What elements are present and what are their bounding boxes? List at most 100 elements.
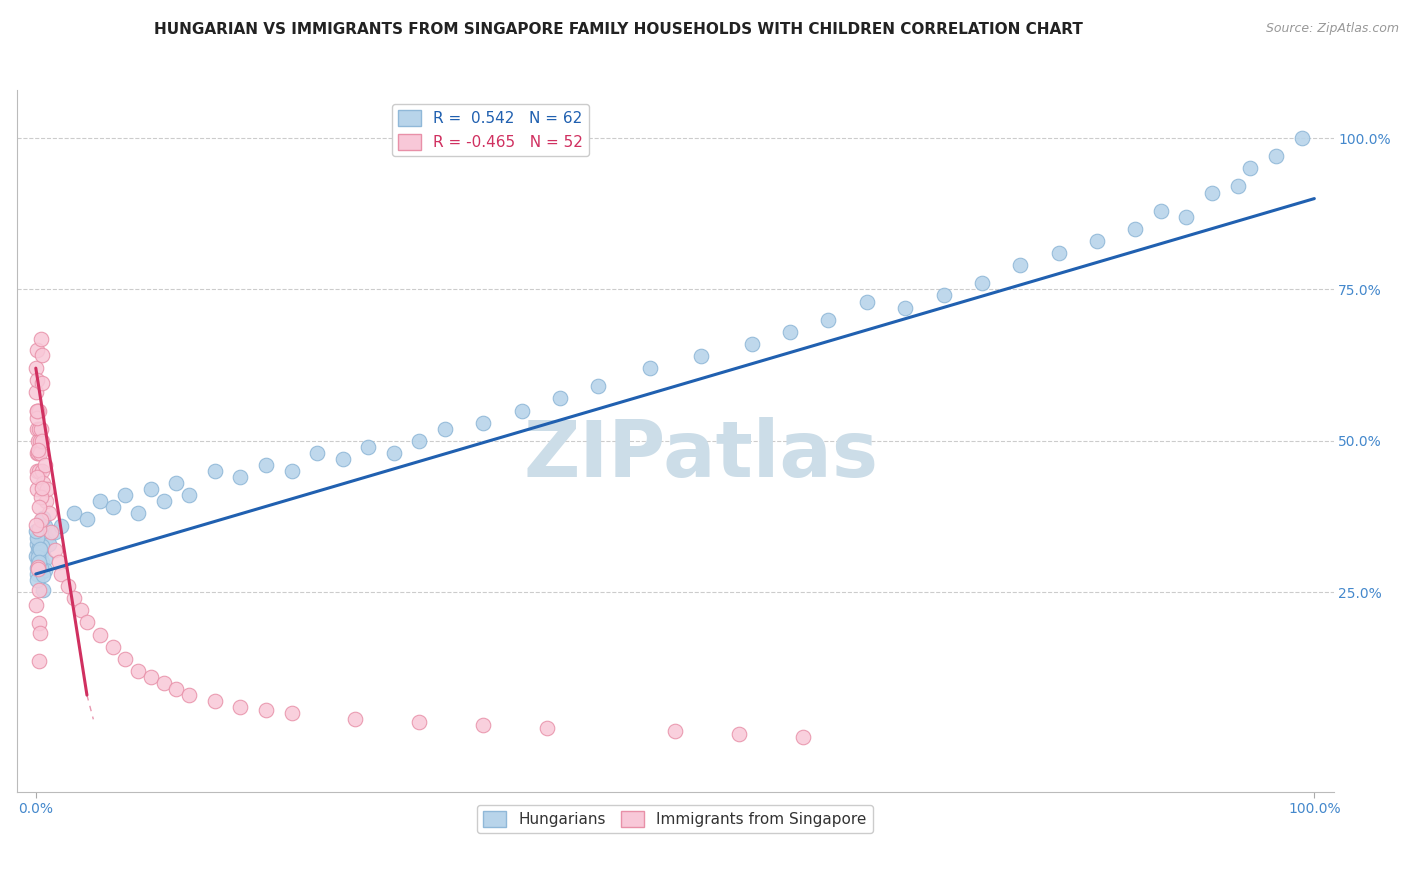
- Point: [27, 531, 49, 545]
- Point: [689, 349, 711, 363]
- Point: [30, 524, 52, 539]
- Point: [536, 722, 558, 736]
- Point: [307, 446, 329, 460]
- Point: [254, 458, 277, 472]
- Point: [32, 476, 55, 491]
- Point: [28, 541, 51, 556]
- Point: [27, 555, 49, 569]
- Point: [30, 491, 52, 505]
- Point: [51, 566, 73, 581]
- Point: [63, 507, 86, 521]
- Point: [32, 542, 55, 557]
- Point: [28, 615, 51, 630]
- Point: [30, 513, 52, 527]
- Point: [970, 277, 993, 291]
- Point: [741, 337, 763, 351]
- Point: [27, 542, 49, 557]
- Point: [31, 464, 53, 478]
- Point: [408, 715, 430, 730]
- Point: [25, 549, 48, 563]
- Point: [34, 458, 56, 472]
- Point: [31, 511, 53, 525]
- Point: [28, 555, 51, 569]
- Text: HUNGARIAN VS IMMIGRANTS FROM SINGAPORE FAMILY HOUSEHOLDS WITH CHILDREN CORRELATI: HUNGARIAN VS IMMIGRANTS FROM SINGAPORE F…: [155, 22, 1083, 37]
- Point: [152, 494, 174, 508]
- Point: [728, 727, 751, 741]
- Point: [34, 518, 56, 533]
- Point: [1010, 258, 1032, 272]
- Point: [76, 512, 98, 526]
- Point: [1175, 210, 1198, 224]
- Point: [254, 703, 277, 717]
- Point: [30, 565, 52, 579]
- Point: [28, 464, 51, 478]
- Point: [30, 549, 52, 563]
- Point: [25, 524, 48, 538]
- Point: [63, 591, 86, 606]
- Point: [25, 537, 48, 551]
- Point: [165, 681, 187, 696]
- Point: [28, 500, 51, 515]
- Point: [30, 542, 52, 557]
- Point: [101, 640, 124, 654]
- Point: [332, 452, 354, 467]
- Point: [25, 518, 48, 533]
- Point: [204, 464, 226, 478]
- Legend: Hungarians, Immigrants from Singapore: Hungarians, Immigrants from Singapore: [477, 805, 873, 833]
- Point: [25, 598, 48, 612]
- Point: [510, 403, 533, 417]
- Point: [1201, 186, 1223, 200]
- Point: [44, 524, 66, 539]
- Point: [34, 552, 56, 566]
- Point: [28, 434, 51, 448]
- Point: [433, 422, 456, 436]
- Point: [25, 561, 48, 575]
- Point: [35, 531, 58, 545]
- Point: [229, 470, 252, 484]
- Point: [28, 403, 51, 417]
- Point: [638, 361, 661, 376]
- Point: [894, 301, 917, 315]
- Point: [30, 422, 52, 436]
- Point: [792, 731, 814, 745]
- Point: [48, 555, 70, 569]
- Point: [1265, 149, 1288, 163]
- Point: [76, 615, 98, 630]
- Point: [280, 706, 302, 721]
- Point: [1085, 234, 1108, 248]
- Point: [27, 482, 49, 496]
- Point: [1047, 246, 1070, 260]
- Point: [27, 566, 49, 581]
- Point: [664, 724, 686, 739]
- Point: [27, 373, 49, 387]
- Point: [27, 403, 49, 417]
- Point: [1123, 222, 1146, 236]
- Point: [31, 434, 53, 448]
- Point: [344, 712, 367, 726]
- Point: [25, 470, 48, 484]
- Point: [408, 434, 430, 448]
- Point: [31, 539, 53, 553]
- Point: [44, 542, 66, 557]
- Point: [27, 446, 49, 460]
- Point: [1239, 161, 1261, 176]
- Point: [932, 288, 955, 302]
- Point: [817, 312, 839, 326]
- Point: [39, 524, 62, 539]
- Point: [31, 481, 53, 495]
- Point: [357, 440, 380, 454]
- Point: [27, 559, 49, 574]
- Point: [30, 446, 52, 460]
- Point: [139, 482, 162, 496]
- Point: [25, 422, 48, 436]
- Point: [28, 582, 51, 597]
- Point: [30, 625, 52, 640]
- Point: [27, 442, 49, 457]
- Point: [472, 718, 495, 732]
- Point: [548, 392, 571, 406]
- Point: [1150, 203, 1173, 218]
- Point: [152, 676, 174, 690]
- Point: [89, 494, 111, 508]
- Point: [31, 555, 53, 569]
- Point: [30, 561, 52, 575]
